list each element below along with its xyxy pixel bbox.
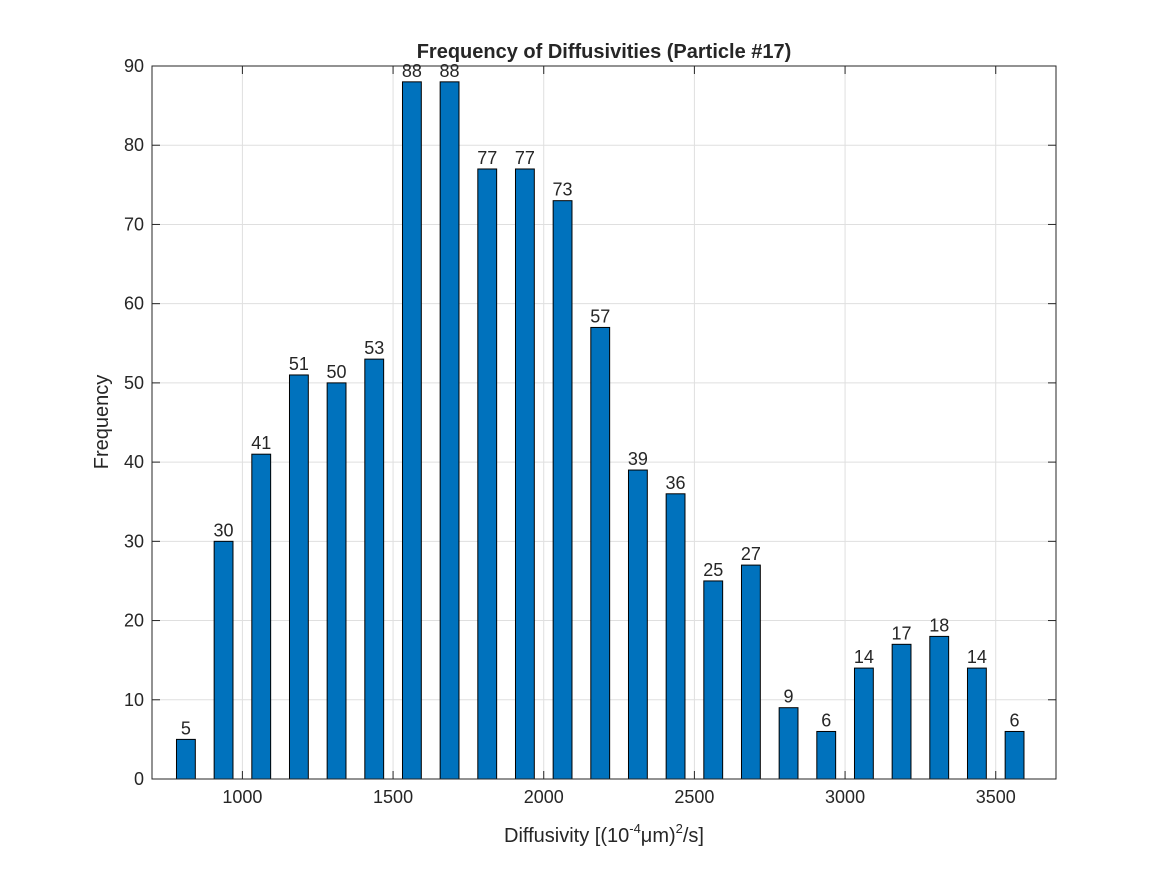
histogram-bar — [590, 326, 611, 780]
bar-value-label: 14 — [854, 647, 874, 667]
bar-value-label: 25 — [703, 560, 723, 580]
bar-value-label: 51 — [289, 354, 309, 374]
histogram-bar — [740, 564, 761, 780]
chart-title: Frequency of Diffusivities (Particle #17… — [417, 41, 792, 63]
y-axis-label: Frequency — [91, 375, 113, 470]
x-tick-label: 1500 — [373, 787, 413, 807]
histogram-bar — [966, 667, 987, 780]
histogram-bar — [477, 168, 498, 780]
bar-value-label: 88 — [402, 61, 422, 81]
bars — [175, 81, 1025, 780]
histogram-bar — [552, 200, 573, 780]
bar-value-label: 53 — [364, 338, 384, 358]
bar-value-label: 17 — [892, 623, 912, 643]
y-tick-label: 90 — [124, 56, 144, 76]
bar-value-label: 27 — [741, 544, 761, 564]
y-tick-label: 60 — [124, 294, 144, 314]
axis-ticks: 1000 1500 2000 2500 3000 3500 0 10 20 30 40 50 60 70 8… — [124, 56, 1056, 807]
y-tick-label: 40 — [124, 452, 144, 472]
histogram-bar — [627, 469, 648, 780]
histogram-bar — [401, 81, 422, 780]
x-tick-label: 3500 — [976, 787, 1016, 807]
bar-value-label: 50 — [327, 362, 347, 382]
bar-value-label: 5 — [181, 718, 191, 738]
bar-value-label: 77 — [515, 148, 535, 168]
histogram-bar — [778, 707, 799, 780]
bar-value-label: 14 — [967, 647, 987, 667]
bar-value-label: 39 — [628, 449, 648, 469]
histogram-bar — [288, 374, 309, 780]
x-tick-label: 2000 — [524, 787, 564, 807]
y-tick-label: 80 — [124, 135, 144, 155]
x-tick-label: 3000 — [825, 787, 865, 807]
bar-value-label: 30 — [214, 520, 234, 540]
bar-value-label: 73 — [553, 180, 573, 200]
x-tick-label: 1000 — [222, 787, 262, 807]
plot-area-border — [151, 65, 1057, 780]
histogram-bar — [251, 453, 272, 780]
histogram-bar — [439, 81, 460, 780]
histogram-bar — [175, 738, 196, 780]
bar-value-label: 88 — [440, 61, 460, 81]
y-tick-label: 70 — [124, 214, 144, 234]
y-tick-label: 50 — [124, 373, 144, 393]
x-axis-label: Diffusivity [(10-4μm)2/s] — [504, 821, 704, 847]
histogram-bar — [213, 540, 234, 780]
bar-value-label: 6 — [821, 710, 831, 730]
bar-value-label: 6 — [1010, 710, 1020, 730]
y-tick-label: 30 — [124, 531, 144, 551]
x-tick-label: 2500 — [674, 787, 714, 807]
histogram-bar — [665, 493, 686, 780]
y-tick-label: 10 — [124, 690, 144, 710]
data-labels: 5 30 41 51 50 53 88 88 77 77 73 57 39 36 25 27 9 6 14 17 18 1… — [181, 61, 1020, 739]
histogram-bar — [929, 635, 950, 780]
histogram-bar — [816, 730, 837, 780]
histogram-bar — [364, 358, 385, 780]
bar-value-label: 36 — [666, 473, 686, 493]
histogram-bar — [703, 580, 724, 780]
histogram-bar — [891, 643, 912, 780]
bar-value-label: 9 — [784, 687, 794, 707]
histogram-bar — [853, 667, 874, 780]
bar-value-label: 41 — [251, 433, 271, 453]
bar-value-label: 57 — [590, 306, 610, 326]
histogram-bar — [326, 382, 347, 780]
y-tick-label: 0 — [134, 769, 144, 789]
y-tick-label: 20 — [124, 611, 144, 631]
bar-value-label: 77 — [477, 148, 497, 168]
histogram-bar — [514, 168, 535, 780]
histogram-bar — [1004, 730, 1025, 780]
bar-value-label: 18 — [929, 615, 949, 635]
